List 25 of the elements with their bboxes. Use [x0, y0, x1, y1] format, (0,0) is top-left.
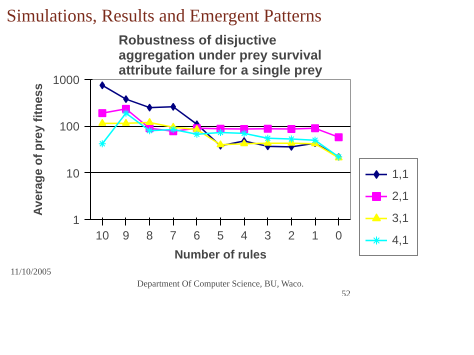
x-tick-label: 1 — [312, 228, 319, 242]
chart-title: Robustness of disjuctive aggregation under prey survival attribute failure for a single prey — [118, 32, 323, 78]
x-tick-label: 8 — [146, 228, 154, 242]
chart-subtitle: Simulations, Results and Emergent Patterns — [6, 6, 322, 26]
legend-label: 1,1 — [392, 167, 410, 181]
x-tick-label: 4 — [240, 228, 248, 242]
y-axis-title: Average of prey fitness — [30, 83, 45, 216]
y-tick-label: 1 — [72, 213, 80, 227]
x-tick-label: 3 — [264, 228, 272, 242]
x-tick-label: 7 — [170, 228, 177, 242]
x-tick-label: 2 — [288, 228, 296, 242]
x-axis-title: Number of rules — [174, 248, 267, 262]
x-tick-label: 6 — [194, 228, 201, 242]
y-tick-label: 10 — [66, 166, 80, 180]
text: 11/10/2005 — [10, 266, 52, 276]
x-tick-label: 0 — [335, 228, 342, 242]
y-tick-label: 1000 — [52, 73, 80, 87]
x-tick-label: 9 — [122, 228, 130, 242]
legend-label: 2,1 — [392, 189, 410, 203]
x-tick-label: 10 — [96, 228, 110, 242]
x-tick-label: 5 — [217, 228, 224, 242]
text: Department Of Computer Science, BU, Waco. — [137, 278, 304, 288]
legend-label: 3,1 — [392, 211, 410, 225]
legend-label: 4,1 — [392, 233, 410, 247]
y-tick-label: 100 — [59, 120, 80, 134]
